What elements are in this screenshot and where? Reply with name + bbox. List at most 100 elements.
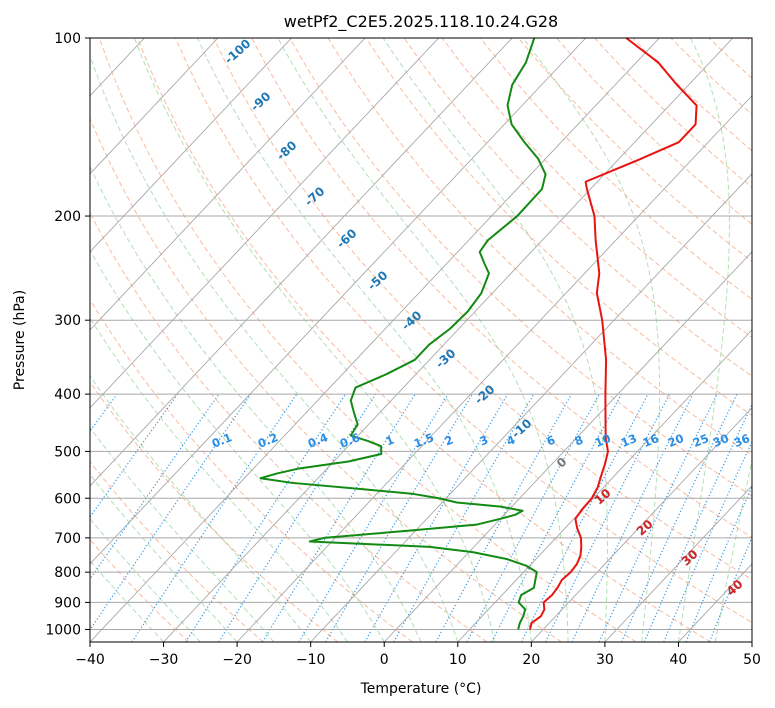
isotherm-line — [236, 95, 752, 642]
isotherm-line — [90, 38, 587, 565]
mixing-ratio-line — [491, 393, 622, 642]
dry-adiabat-line — [90, 117, 562, 642]
dry-adiabat-line — [632, 38, 752, 152]
moist-adiabat-line — [90, 426, 275, 642]
y-tick-label: 500 — [54, 444, 81, 460]
moist-adiabat-line — [382, 38, 608, 642]
dry-adiabat-line — [479, 38, 752, 300]
isotherm-line — [751, 641, 752, 642]
moist-adiabat-line — [196, 38, 532, 642]
x-axis-label: Temperature (°C) — [360, 681, 482, 697]
dry-adiabat-label: -70 — [302, 184, 327, 209]
mixing-ratio-line — [685, 485, 752, 642]
moist-adiabat-label: 10 — [592, 486, 614, 508]
y-tick-label: 800 — [54, 565, 81, 581]
dry-adiabat-label: -30 — [433, 346, 458, 371]
mixing-ratio-line — [643, 403, 752, 642]
line-labels: -100-90-80-70-60-50-40-30-20-10010203040… — [210, 36, 752, 598]
mixing-ratio-label: 6 — [544, 433, 557, 449]
dewpoint-profile — [259, 38, 547, 630]
moist-adiabat-line — [90, 375, 312, 642]
x-tick-label: 10 — [449, 652, 467, 668]
x-tick-label: 50 — [743, 652, 761, 668]
dry-adiabat-line — [90, 381, 339, 642]
moist-adiabat-line — [90, 317, 348, 642]
x-tick-label: −30 — [149, 652, 179, 668]
mixing-ratio-label: 0.4 — [306, 430, 330, 451]
mixing-ratio-line — [185, 393, 347, 642]
dry-adiabat-line — [90, 211, 488, 642]
mixing-ratio-label: 30 — [711, 431, 731, 450]
y-axis-label: Pressure (hPa) — [12, 290, 28, 390]
isotherm-line — [163, 38, 734, 642]
mixing-ratio-line — [520, 393, 649, 642]
x-tick-label: 20 — [522, 652, 540, 668]
mixing-ratio-label: 13 — [619, 431, 639, 450]
mixing-ratio-line — [708, 535, 752, 642]
isotherm-line — [90, 38, 660, 642]
mixing-ratio-label: 25 — [691, 431, 711, 450]
moist-adiabats — [90, 38, 752, 642]
chart-title: wetPf2_C2E5.2025.118.10.24.G28 — [284, 12, 558, 32]
plot-frame — [89, 37, 753, 643]
mixing-ratio-line — [545, 393, 671, 642]
y-tick-label: 300 — [54, 313, 81, 329]
y-tick-label: 100 — [54, 31, 81, 47]
moist-adiabat-line — [277, 38, 569, 642]
y-tick-label: 600 — [54, 491, 81, 507]
dry-adiabat-label: -100 — [222, 36, 254, 66]
mixing-ratio-line — [90, 393, 252, 631]
mixing-ratio-line — [90, 393, 179, 519]
dry-adiabat-line — [98, 38, 637, 642]
mixing-ratio-label: 0.2 — [256, 430, 280, 451]
isotherm-line — [604, 485, 752, 642]
dry-adiabat-line — [289, 38, 752, 497]
moist-adiabat-line — [90, 560, 164, 642]
dry-adiabat-label: -80 — [274, 138, 299, 163]
sounding-curves — [259, 38, 698, 630]
isotherm-line — [457, 329, 752, 642]
dry-adiabat-line — [213, 38, 752, 581]
moist-adiabat-line — [90, 165, 422, 642]
mixing-ratio-label: 3 — [477, 433, 490, 449]
moist-adiabat-line — [751, 639, 752, 642]
isotherm-line — [90, 38, 439, 409]
mixing-ratio-line — [466, 393, 600, 642]
mixing-ratio-line — [571, 393, 694, 642]
y-tick-label: 900 — [54, 595, 81, 611]
dry-adiabat-line — [251, 38, 752, 538]
x-tick-label: −10 — [296, 652, 326, 668]
isotherm-line — [310, 173, 752, 642]
mixing-ratio-label: 8 — [572, 433, 585, 449]
mixing-ratio-label: 36 — [732, 431, 752, 450]
x-tick-label: 40 — [670, 652, 688, 668]
dry-adiabat-line — [518, 38, 752, 263]
dry-adiabat-line — [90, 460, 264, 642]
dry-adiabat-line — [746, 38, 752, 44]
mixing-ratio-label: 16 — [641, 431, 661, 450]
dry-adiabat-line — [175, 38, 752, 624]
dry-adiabat-line — [441, 38, 752, 339]
mixing-ratio-label: 1 — [383, 433, 396, 449]
dry-adiabat-line — [403, 38, 752, 377]
y-tick-label: 700 — [54, 531, 81, 547]
x-tick-label: 30 — [596, 652, 614, 668]
y-tick-label: 200 — [54, 209, 81, 225]
y-tick-label: 1000 — [45, 622, 81, 638]
mixing-ratio-label: 20 — [666, 431, 686, 450]
mixing-ratio-label: 10 — [593, 431, 613, 450]
isotherm-line — [90, 38, 292, 253]
isotherms — [90, 38, 752, 642]
isotherm-line — [531, 407, 752, 642]
moist-adiabat-line — [90, 517, 201, 642]
moist-adiabat-line — [522, 38, 661, 642]
mixing-ratio-label: 0.6 — [338, 430, 362, 451]
isotherm-line — [90, 38, 513, 487]
isotherm-line — [383, 251, 752, 642]
y-tick-label: 400 — [54, 387, 81, 403]
mixing-ratio-line — [325, 393, 473, 642]
dry-adiabat-label: -40 — [399, 308, 424, 333]
x-tick-label: −20 — [222, 652, 252, 668]
mixing-ratio-label: 1.5 — [412, 430, 436, 451]
